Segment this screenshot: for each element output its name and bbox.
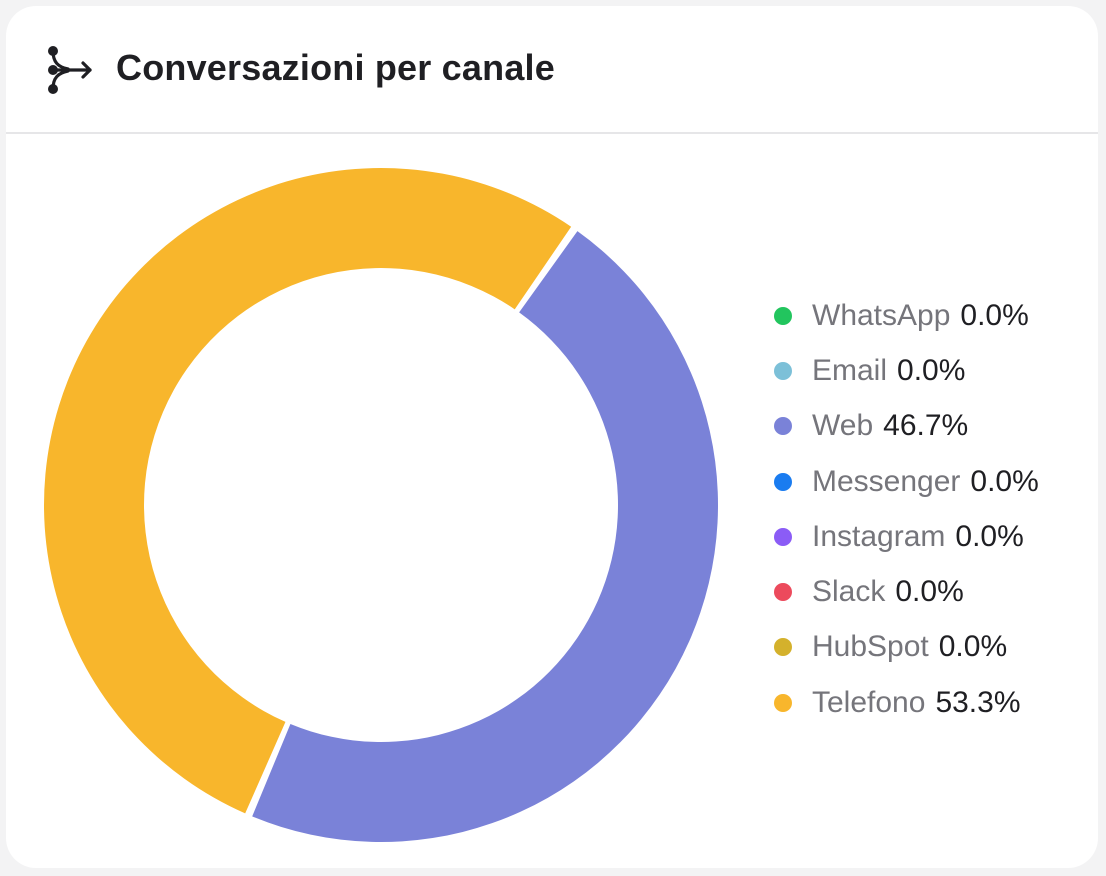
- legend-label: Telefono: [812, 685, 926, 719]
- legend-item-hubspot[interactable]: HubSpot 0.0%: [774, 620, 1039, 675]
- legend-item-messenger[interactable]: Messenger 0.0%: [774, 454, 1039, 509]
- legend-value: 0.0%: [938, 630, 1008, 664]
- donut-chart: [43, 168, 718, 842]
- page-title: Conversazioni per canale: [116, 47, 555, 88]
- donut-slice-web[interactable]: [252, 231, 718, 842]
- legend-label: Instagram: [812, 519, 946, 553]
- legend-dot: [774, 306, 792, 325]
- legend-value: 0.0%: [955, 519, 1024, 553]
- chart-legend: WhatsApp 0.0% Email 0.0% Web 46.7% Messenger 0.…: [774, 288, 1039, 730]
- legend-dot: [774, 638, 792, 657]
- legend-item-telefono[interactable]: Telefono 53.3%: [774, 675, 1039, 730]
- legend-dot: [774, 527, 792, 546]
- legend-dot: [774, 417, 792, 436]
- legend-item-whatsapp[interactable]: WhatsApp 0.0%: [774, 288, 1039, 343]
- legend-value: 46.7%: [883, 409, 969, 443]
- legend-label: HubSpot: [812, 630, 929, 664]
- legend-item-email[interactable]: Email 0.0%: [774, 343, 1039, 398]
- legend-dot: [774, 583, 792, 602]
- legend-value: 0.0%: [895, 575, 964, 609]
- legend-value: 0.0%: [970, 464, 1039, 498]
- channels-branch-arrow-icon: [48, 46, 92, 94]
- legend-value: 0.0%: [897, 353, 966, 387]
- legend-dot: [774, 693, 792, 712]
- legend-item-web[interactable]: Web 46.7%: [774, 399, 1039, 454]
- legend-dot: [774, 361, 792, 380]
- legend-label: Messenger: [812, 464, 961, 498]
- legend-label: Slack: [812, 575, 886, 609]
- legend-item-instagram[interactable]: Instagram 0.0%: [774, 509, 1039, 564]
- donut-slice-telefono[interactable]: [43, 168, 572, 814]
- legend-label: WhatsApp: [812, 298, 951, 332]
- legend-value: 0.0%: [960, 298, 1029, 332]
- legend-value: 53.3%: [935, 685, 1021, 719]
- chart-card: Conversazioni per canale WhatsApp 0.0% Ema…: [6, 6, 1098, 868]
- legend-label: Web: [812, 409, 874, 443]
- legend-label: Email: [812, 353, 888, 387]
- legend-item-slack[interactable]: Slack 0.0%: [774, 564, 1039, 619]
- card-header: Conversazioni per canale: [6, 6, 1098, 134]
- legend-dot: [774, 472, 792, 491]
